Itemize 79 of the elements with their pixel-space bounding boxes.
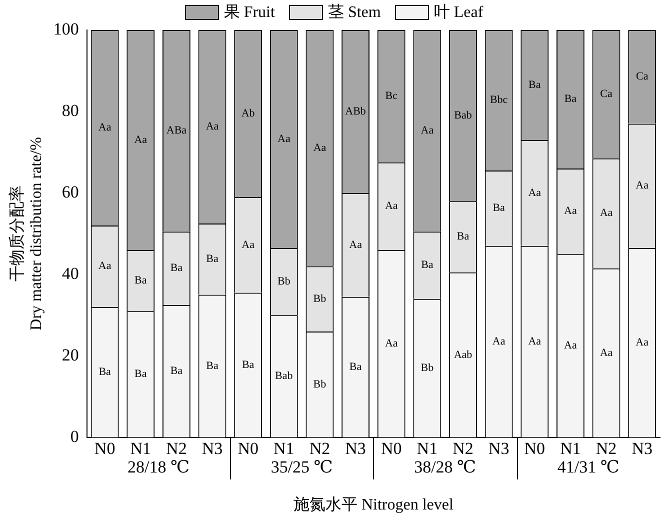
text: 41/31 ℃ [557,457,620,476]
data-label: Ba [528,78,541,91]
legend-label: 茎 Stem [328,2,381,23]
data-label: Aa [564,340,577,352]
data-label: Ba [564,93,577,106]
data-label: Aa [420,124,434,137]
data-label: ABb [345,105,366,118]
x-tick-label: N2 [452,439,474,458]
data-label: Aa [98,260,112,272]
data-label: Aa [98,122,112,134]
data-label: Bb [313,378,327,390]
data-label: Ba [421,259,434,272]
data-label: Ba [134,368,147,380]
data-label: Aa [492,336,506,348]
x-tick-label: N1 [130,439,152,458]
x-tick-label: N3 [202,439,223,458]
data-label: Bb [313,292,327,305]
data-label: Aa [600,346,613,359]
x-axis-title: 施氮水平 Nitrogen level [293,496,454,514]
x-tick-label: N1 [274,439,294,458]
data-label: Bb [277,275,291,288]
data-label: Aa [600,207,613,220]
y-tick-label: 40 [62,264,79,283]
data-label: Ba [170,262,183,274]
x-tick-label: N0 [524,439,546,458]
data-label: Ba [98,366,112,378]
data-label: Aa [528,336,542,348]
data-label: Bab [275,370,294,382]
text: 35/25 ℃ [270,457,333,476]
y-tick-label: 80 [62,100,79,120]
data-label: Aa [134,134,148,146]
data-label: Aa [636,336,649,349]
legend-label: 叶 Leaf [434,2,484,23]
data-label: Aa [349,238,362,251]
data-label: Ba [349,361,362,374]
y-tick-label: 100 [53,19,79,38]
data-label: Bab [454,109,472,122]
data-label: Bb [420,362,434,374]
y-axis-title: 干物质分配率 Dry matter distribution rate/% [8,137,46,330]
data-label: Ba [492,202,506,214]
data-label: Aa [636,180,649,192]
data-label: Aa [313,142,326,154]
text: 28/18 ℃ [128,457,190,476]
data-label: Ba [206,253,218,266]
data-label: Ba [170,365,183,378]
x-tick-label: N3 [488,439,510,458]
text: 38/28 ℃ [414,457,476,476]
data-label: ABa [166,124,187,137]
data-label: Ba [206,360,218,372]
data-label: Ba [134,274,147,286]
x-tick-label: N2 [309,439,330,458]
x-tick-label: N1 [560,439,581,458]
x-tick-label: N1 [416,439,438,458]
x-tick-label: N0 [238,439,258,458]
y-tick-label: 20 [62,345,79,364]
data-label: Aa [384,200,398,212]
data-label: Aa [384,338,398,350]
x-tick-label: N2 [166,439,187,458]
data-label: Ca [636,70,648,83]
data-label: Ba [456,230,470,243]
data-label: Aab [454,348,473,361]
x-tick-label: N3 [345,439,366,458]
data-label: Aa [528,186,542,199]
x-tick-label: N0 [94,439,116,458]
x-tick-label: N3 [632,439,652,458]
x-tick-label: N2 [596,439,617,458]
x-tick-label: N0 [380,439,402,458]
y-tick-label: 60 [62,182,79,202]
y-tick-label: 0 [70,426,79,446]
data-label: Aa [564,205,577,218]
data-label: Ba [242,358,254,371]
data-label: Aa [277,132,290,145]
data-label: Aa [242,238,255,251]
data-label: Ab [241,107,256,120]
series-label: 果 Fruit [224,3,275,23]
data-label: Bc [385,90,398,102]
data-label: Aa [206,120,219,133]
data-label: Bbc [490,94,508,106]
data-label: Ca [600,88,612,100]
